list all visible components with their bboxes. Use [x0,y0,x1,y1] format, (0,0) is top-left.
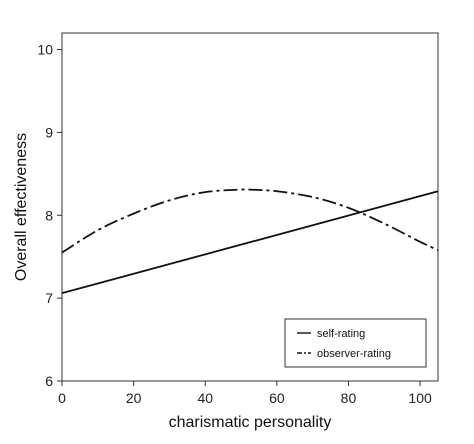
x-tick-label: 80 [341,390,357,406]
y-tick-label: 10 [37,42,53,58]
y-tick-label: 6 [45,373,53,389]
series-line-self-rating [61,190,439,295]
y-tick-label: 8 [45,207,53,223]
plot-area [61,32,439,382]
series-line-observer-rating [61,188,439,254]
legend-label-self-rating: self-rating [317,328,365,340]
x-tick-label: 100 [408,390,432,406]
x-tick-label: 0 [58,390,66,406]
x-tick-label: 20 [126,390,142,406]
legend-box [284,318,427,368]
y-tick-label: 7 [45,290,53,306]
x-axis-label: charismatic personality [169,414,332,431]
x-tick-label: 40 [197,390,213,406]
y-axis-label: Overall effectiveness [13,133,30,281]
legend: self-rating observer-rating [284,318,427,368]
y-tick-label: 9 [45,124,53,140]
x-tick-label: 60 [269,390,285,406]
legend-label-observer-rating: observer-rating [317,348,391,360]
